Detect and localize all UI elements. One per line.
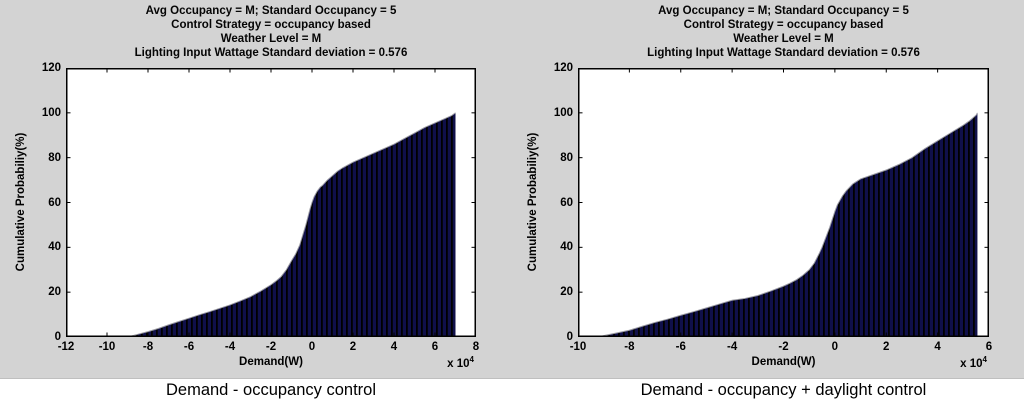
x-tick-label: -12	[57, 341, 75, 353]
x-tick-label: 2	[349, 341, 357, 353]
title-line: Lighting Input Wattage Standard deviatio…	[134, 47, 408, 59]
y-tick-label: 100	[553, 106, 573, 119]
y-tick-label: 20	[560, 286, 573, 299]
x-tick-label: 0	[831, 341, 839, 353]
title-line: Lighting Input Wattage Standard deviatio…	[647, 47, 920, 59]
x-tick-label: -10	[98, 341, 116, 353]
x-tick-label: -2	[778, 341, 789, 353]
y-axis-label-left: Cumulative Probabiliy(%)	[15, 132, 27, 272]
axes-plot-area	[578, 68, 989, 337]
cdf-curve-edge	[598, 112, 978, 337]
title-line: Avg Occupancy = M; Standard Occupancy = …	[145, 5, 397, 17]
x-tick-label: -8	[142, 341, 154, 353]
cdf-curve-edge	[127, 112, 456, 337]
cdf-area-series	[127, 112, 456, 337]
title-line: Avg Occupancy = M; Standard Occupancy = …	[658, 5, 909, 17]
y-tick-label: 0	[54, 331, 61, 343]
x-axis-multiplier-right: x 104	[960, 355, 987, 370]
y-tick-label: 20	[48, 286, 61, 299]
plot-title-left: Avg Occupancy = M; Standard Occupancy = …	[66, 4, 476, 60]
cdf-area-series	[598, 112, 978, 337]
x-tick-label: -4	[224, 341, 236, 353]
x-tick-label: 8	[472, 341, 480, 353]
x-tick-label: 6	[431, 341, 439, 353]
y-tick-label: 0	[566, 331, 573, 343]
x-axis-label-left: Demand(W)	[239, 356, 303, 368]
y-tick-label: 40	[560, 241, 573, 254]
title-line: Control Strategy = occupancy based	[171, 19, 371, 31]
y-tick-label: 100	[41, 106, 61, 119]
x-axis-label-right: Demand(W)	[751, 356, 816, 368]
x-tick-label: 4	[390, 341, 398, 353]
plot-title-right: Avg Occupancy = M; Standard Occupancy = …	[578, 4, 989, 60]
y-tick-label: 120	[41, 62, 61, 74]
x-tick-label: -4	[727, 341, 738, 353]
y-tick-label: 120	[553, 62, 573, 74]
x-tick-label: 6	[985, 341, 993, 353]
axes-plot-area	[66, 68, 476, 337]
y-tick-label: 40	[48, 241, 61, 254]
caption-left: Demand - occupancy control	[165, 381, 377, 399]
caption-right: Demand - occupancy + daylight control	[640, 381, 927, 399]
x-tick-label: -10	[569, 341, 587, 353]
y-tick-label: 60	[560, 196, 573, 209]
title-line: Control Strategy = occupancy based	[683, 19, 884, 31]
x-tick-label: 4	[934, 341, 941, 353]
x-tick-label: -6	[183, 341, 195, 353]
x-axis-multiplier-left: x 104	[447, 355, 474, 370]
title-line: Weather Level = M	[733, 33, 834, 45]
axes-border	[66, 68, 476, 337]
y-tick-label: 80	[48, 151, 61, 164]
x-tick-label: -8	[624, 341, 635, 353]
x-tick-label: 2	[883, 341, 890, 353]
x-tick-label: 0	[308, 341, 316, 353]
x-tick-label: -6	[675, 341, 686, 353]
title-line: Weather Level = M	[220, 33, 322, 45]
axes-border	[578, 68, 989, 337]
y-tick-label: 80	[560, 151, 573, 164]
y-axis-label-right: Cumulative Probabiliy(%)	[527, 132, 539, 272]
y-tick-label: 60	[48, 196, 61, 209]
x-tick-label: -2	[265, 341, 277, 353]
